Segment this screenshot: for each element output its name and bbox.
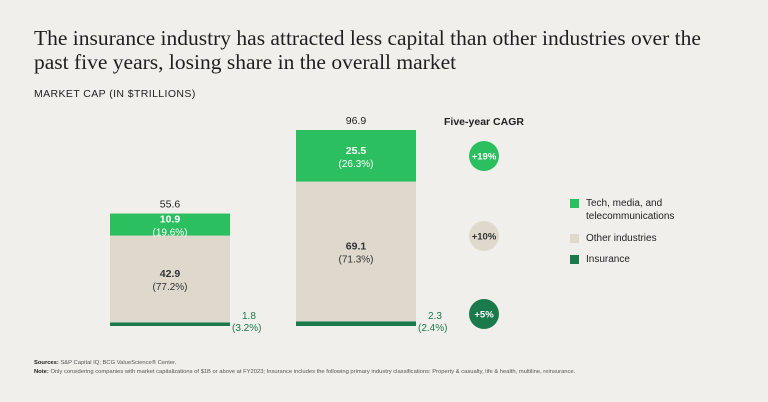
data-label-other: 69.1 [346, 240, 367, 252]
note-line: Note: Only considering companies with ma… [34, 368, 754, 377]
bar-segment-other [296, 181, 416, 322]
bar-segment-tmt [296, 130, 416, 182]
data-share-other: (77.2%) [152, 282, 187, 293]
legend-swatch-other [570, 234, 579, 243]
data-label-other: 42.9 [160, 268, 181, 280]
data-label-insurance: 2.3 [428, 311, 442, 322]
note-text: Only considering companies with market c… [50, 369, 576, 375]
data-share-other: (71.3%) [338, 254, 373, 265]
sources-line: Sources: S&P Capital IQ; BCG ValueScienc… [34, 359, 754, 368]
data-label-tmt: 10.9 [160, 214, 181, 226]
cagr-label-tmt: +19% [472, 152, 497, 163]
chart-subtitle: MARKET CAP (IN $TRILLIONS) [34, 88, 196, 100]
chart-title: The insurance industry has attracted les… [34, 26, 701, 74]
data-label-insurance: 1.8 [242, 311, 256, 322]
legend-swatch-insurance [570, 255, 579, 264]
bar-segment-tmt [110, 213, 230, 236]
legend-item-tmt: Tech, media, and telecommunications [570, 197, 726, 223]
legend-item-insurance: Insurance [570, 253, 726, 266]
legend-label-insurance: Insurance [586, 254, 630, 265]
cagr-circle-tmt [469, 141, 499, 171]
note-label: Note: [34, 369, 49, 375]
legend-swatch-tmt [570, 199, 579, 208]
bar-segment-other [110, 235, 230, 323]
legend-label-tmt: Tech, media, and telecommunications [586, 198, 675, 222]
bar-segment-insurance [110, 322, 230, 326]
data-share-insurance: (2.4%) [418, 323, 447, 334]
legend-item-other: Other industries [570, 232, 726, 245]
data-share-tmt: (26.3%) [338, 159, 373, 170]
sources-note: Sources: S&P Capital IQ; BCG ValueScienc… [34, 359, 754, 377]
data-share-tmt: (19.6%) [152, 228, 187, 239]
cagr-circle-insurance [469, 299, 499, 329]
total-label: 55.6 [160, 199, 181, 211]
cagr-label-other: +10% [472, 232, 497, 243]
sources-label: Sources: [34, 360, 59, 366]
sources-text: S&P Capital IQ; BCG ValueScience® Center… [60, 360, 177, 366]
data-share-insurance: (3.2%) [232, 323, 261, 334]
cagr-circle-other [469, 221, 499, 251]
cagr-label-insurance: +5% [474, 310, 494, 321]
total-label: 96.9 [346, 115, 367, 127]
bar-segment-insurance [296, 321, 416, 326]
data-label-tmt: 25.5 [346, 145, 367, 157]
cagr-title: Five-year CAGR [444, 116, 524, 128]
legend-label-other: Other industries [586, 233, 657, 244]
